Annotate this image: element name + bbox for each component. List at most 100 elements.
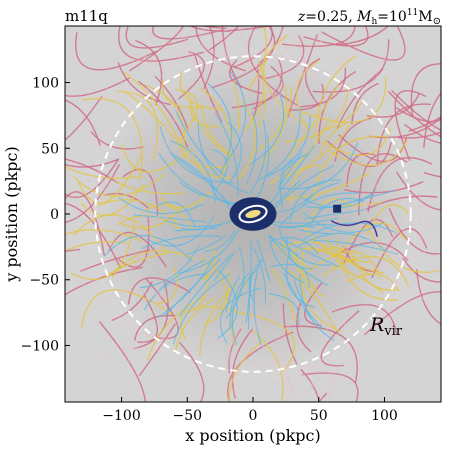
- satellite-clump: [333, 204, 342, 213]
- faint-gas-track: [78, 163, 122, 211]
- yellow-gas-track: [190, 102, 221, 128]
- blue-gas-track: [172, 273, 231, 345]
- yellow-gas-track: [180, 306, 238, 340]
- faint-gas-track: [319, 295, 368, 351]
- blue-gas-track: [246, 111, 258, 184]
- pink-gas-track: [228, 328, 242, 374]
- faint-gas-track: [379, 216, 441, 280]
- mass-symbol: M: [356, 9, 372, 25]
- pink-gas-track: [388, 208, 441, 255]
- faint-gas-track: [124, 264, 163, 324]
- yellow-gas-track: [97, 199, 178, 224]
- faint-gas-track: [271, 314, 302, 384]
- mass-unit: M: [418, 9, 432, 25]
- blue-gas-track: [229, 272, 250, 330]
- yellow-gas-track: [80, 289, 173, 328]
- pink-gas-track: [152, 26, 224, 40]
- faint-gas-track: [266, 292, 284, 328]
- faint-gas-track: [229, 300, 280, 396]
- pink-gas-track: [65, 248, 81, 252]
- pink-gas-track: [358, 153, 408, 216]
- blue-gas-track: [231, 268, 259, 346]
- faint-gas-track: [142, 31, 187, 92]
- pink-gas-track: [371, 227, 428, 278]
- blue-gas-track: [258, 107, 301, 181]
- faint-gas-track: [308, 26, 358, 71]
- faint-gas-track: [362, 159, 394, 174]
- pink-gas-track: [423, 172, 441, 178]
- yellow-gas-track: [161, 79, 204, 109]
- yellow-gas-track: [233, 80, 240, 130]
- blue-gas-track: [299, 273, 335, 342]
- blue-gas-track: [178, 253, 232, 317]
- pink-gas-track: [195, 26, 246, 72]
- y-tick-label: −100: [21, 338, 59, 354]
- faint-gas-track: [76, 181, 147, 205]
- faint-gas-track: [121, 289, 170, 359]
- pink-gas-track: [79, 249, 151, 272]
- x-tick-label: 50: [310, 408, 328, 424]
- yellow-gas-track: [270, 267, 296, 323]
- blue-gas-track: [211, 149, 228, 191]
- faint-gas-track: [200, 26, 251, 61]
- blue-gas-track: [157, 201, 196, 228]
- blue-gas-track: [180, 224, 222, 231]
- panel-label: m11q: [65, 7, 108, 25]
- faint-gas-track: [132, 215, 169, 225]
- blue-gas-track: [316, 190, 395, 210]
- blue-gas-track: [269, 293, 300, 326]
- faint-gas-track: [291, 72, 354, 119]
- pink-gas-track: [65, 191, 105, 256]
- faint-gas-track: [66, 58, 151, 99]
- blue-gas-track: [289, 179, 343, 221]
- faint-gas-track: [299, 26, 317, 78]
- pink-gas-track: [178, 341, 205, 402]
- pink-gas-track: [99, 321, 146, 402]
- blue-gas-track: [179, 181, 213, 198]
- faint-gas-track: [363, 195, 434, 260]
- faint-gas-track: [86, 127, 166, 157]
- x-axis-ticks: −100 −50 0 50 100: [102, 397, 398, 424]
- blue-gas-track: [303, 222, 397, 240]
- faint-gas-track: [65, 159, 108, 234]
- faint-gas-track: [297, 370, 325, 402]
- blue-gas-track: [227, 121, 242, 183]
- yellow-gas-track: [179, 70, 223, 111]
- pink-gas-track: [304, 58, 321, 107]
- yellow-gas-track: [199, 87, 232, 180]
- yellow-gas-track: [204, 260, 228, 325]
- yellow-gas-track: [281, 240, 341, 266]
- pink-gas-track: [365, 195, 438, 210]
- faint-gas-track: [158, 302, 208, 355]
- pink-gas-track: [364, 291, 441, 336]
- faint-gas-track: [85, 43, 125, 109]
- blue-gas-track: [214, 112, 239, 198]
- faint-gas-track: [339, 268, 392, 319]
- pink-gas-track: [65, 159, 119, 198]
- pink-gas-track: [301, 372, 359, 402]
- faint-gas-track: [297, 331, 337, 389]
- x-tick-label: −50: [172, 408, 202, 424]
- redshift-mass-label: z=0.25, Mh=1011M⊙: [297, 8, 441, 27]
- sun-symbol: ⊙: [433, 16, 441, 27]
- faint-gas-track: [216, 362, 256, 402]
- faint-gas-track: [240, 26, 301, 62]
- pink-gas-track: [193, 52, 223, 123]
- yellow-gas-track: [77, 151, 144, 204]
- y-tick-label: −50: [29, 273, 59, 289]
- mass-exponent: 11: [407, 8, 418, 18]
- faint-gas-track: [398, 271, 441, 297]
- pink-gas-track: [65, 158, 120, 168]
- pink-gas-track: [394, 90, 427, 161]
- faint-gas-track: [297, 78, 340, 102]
- faint-gas-track: [192, 363, 212, 402]
- yellow-gas-track: [312, 135, 386, 203]
- pink-gas-track: [125, 26, 189, 49]
- yellow-gas-track: [191, 152, 231, 179]
- blue-gas-track: [245, 240, 252, 324]
- faint-gas-track: [132, 58, 178, 154]
- faint-gas-track: [124, 279, 178, 322]
- yellow-gas-track: [257, 90, 267, 127]
- blue-gas-track: [214, 251, 236, 281]
